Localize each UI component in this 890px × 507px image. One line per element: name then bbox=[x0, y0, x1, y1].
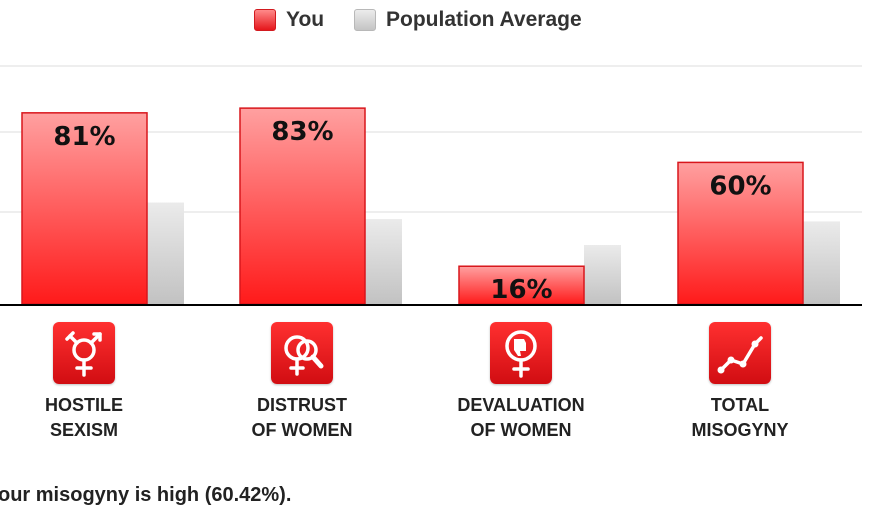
bar-you-0 bbox=[21, 112, 148, 305]
summary-text: our misogyny is high (60.42%). bbox=[0, 484, 292, 506]
category-label-line-1: MISOGYNY bbox=[691, 420, 789, 440]
bar-you-2 bbox=[458, 265, 585, 305]
thumbs-down-female-icon bbox=[490, 322, 552, 384]
category-label-line-1: SEXISM bbox=[49, 420, 119, 440]
legend-you: You bbox=[254, 8, 324, 32]
bar-label-you-3: 60% bbox=[709, 171, 771, 201]
category-label-line-0: DISTRUST bbox=[257, 395, 347, 415]
legend-label-average: Population Average bbox=[386, 8, 582, 31]
category-label-line-0: HOSTILE bbox=[44, 395, 123, 415]
legend-average: Population Average bbox=[354, 8, 582, 32]
category-label-line-0: TOTAL bbox=[710, 395, 770, 415]
bar-label-you-0: 81% bbox=[53, 122, 115, 152]
legend-swatch-you bbox=[254, 9, 276, 31]
bar-average-2 bbox=[584, 245, 621, 304]
category-label-line-1: OF WOMEN bbox=[470, 420, 572, 440]
bar-label-you-2: 16% bbox=[490, 275, 552, 305]
category-label-3: TOTAL MISOGYNY bbox=[660, 393, 820, 443]
bar-average-3 bbox=[803, 221, 840, 304]
bar-you-3 bbox=[677, 161, 804, 305]
category-label-2: DEVALUATION OF WOMEN bbox=[441, 393, 601, 443]
legend-label-you: You bbox=[286, 8, 325, 31]
category-label-line-1: OF WOMEN bbox=[251, 420, 353, 440]
category-label-0: HOSTILE SEXISM bbox=[4, 393, 164, 443]
bar-average-0 bbox=[147, 202, 184, 304]
bar-label-you-1: 83% bbox=[271, 117, 333, 147]
category-label-1: DISTRUST OF WOMEN bbox=[222, 393, 382, 443]
bar-average-1 bbox=[365, 219, 402, 304]
bar-chart: 81% 83% 16% 60% bbox=[0, 65, 862, 306]
gender-symbol-icon bbox=[53, 322, 115, 384]
legend-swatch-average bbox=[354, 9, 376, 31]
line-graph-icon bbox=[709, 322, 771, 384]
bar-you-1 bbox=[239, 107, 366, 305]
category-label-line-0: DEVALUATION bbox=[457, 395, 585, 415]
magnifier-female-icon bbox=[271, 322, 333, 384]
